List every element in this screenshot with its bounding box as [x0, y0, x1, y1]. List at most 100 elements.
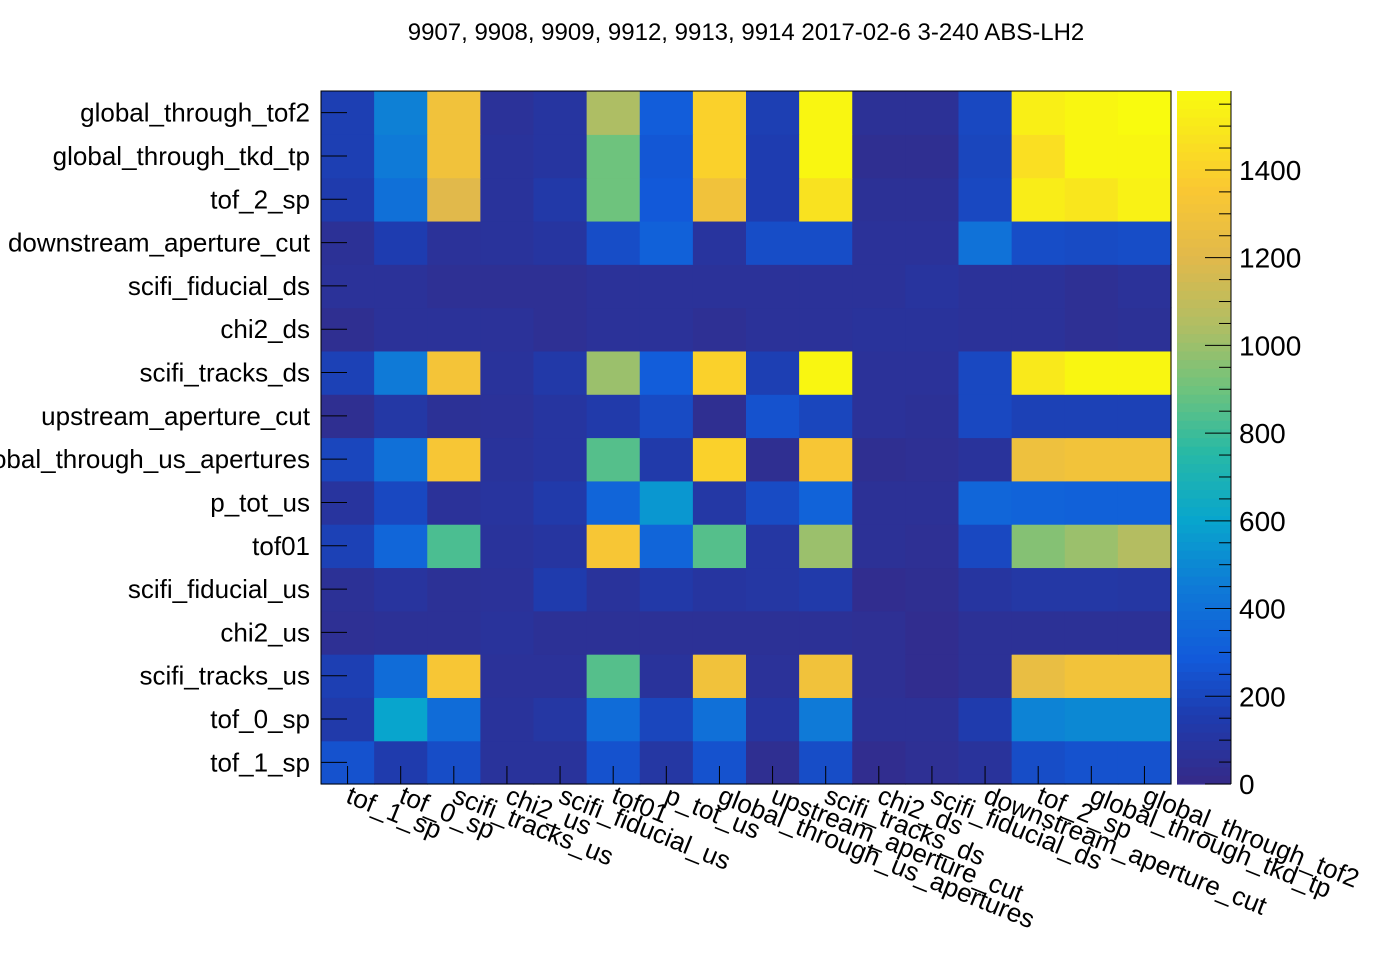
colorbar-segment [1177, 168, 1231, 179]
heatmap-cell [480, 91, 535, 135]
colorbar-segment [1177, 740, 1231, 750]
heatmap-cell [1011, 91, 1066, 135]
heatmap-cell [374, 177, 428, 222]
heatmap-cell [586, 524, 641, 569]
colorbar-segment [1177, 99, 1231, 109]
heatmap-cell [374, 567, 428, 612]
colorbar-tick-label: 1000 [1239, 330, 1301, 361]
heatmap-cell [852, 697, 906, 742]
colorbar-tick-label: 200 [1239, 681, 1286, 712]
colorbar-segment [1177, 376, 1231, 387]
y-tick-label: scifi_tracks_us [140, 661, 311, 691]
heatmap-cell [1117, 264, 1172, 309]
heatmap-cells [321, 91, 1172, 785]
plot-border [320, 90, 1172, 785]
colorbar-segment [1177, 532, 1231, 543]
colorbar-segment [1177, 506, 1231, 517]
heatmap-cell [958, 394, 1013, 439]
colorbar-tick-label: 800 [1239, 418, 1286, 449]
heatmap-cell [905, 610, 960, 655]
x-axis-labels: tof_1_sptof_0_spscifi_tracks_uschi2_ussc… [342, 780, 1363, 935]
colorbar-segment [1177, 541, 1231, 551]
y-tick-label: tof_2_sp [210, 184, 310, 214]
heatmap-cell [958, 610, 1013, 655]
heatmap-cell [533, 134, 588, 179]
colorbar-tick-label: 1200 [1239, 243, 1301, 274]
heatmap-cell [692, 567, 747, 612]
heatmap-cell [692, 220, 747, 265]
heatmap-cell [533, 394, 588, 439]
heatmap-cell [1064, 437, 1119, 482]
colorbar-segment [1177, 524, 1231, 534]
colorbar-segment [1177, 472, 1231, 482]
colorbar-segment [1177, 134, 1231, 144]
heatmap-cell [1011, 220, 1066, 265]
colorbar-segment [1177, 775, 1231, 785]
heatmap-cell [692, 91, 747, 135]
heatmap-cell [374, 264, 428, 309]
heatmap-cell [692, 177, 747, 222]
heatmap-cell [374, 610, 428, 655]
heatmap-cell [905, 134, 960, 179]
heatmap-cell [958, 264, 1013, 309]
heatmap-cell [692, 264, 747, 309]
heatmap-cell [958, 567, 1013, 612]
heatmap-cell [374, 350, 428, 395]
heatmap-cell [1011, 567, 1066, 612]
y-tick-label: scifi_fiducial_ds [128, 271, 310, 301]
heatmap-cell [958, 697, 1013, 742]
heatmap-cell [639, 654, 694, 698]
heatmap-cell [799, 394, 853, 439]
y-tick-label: global_through_us_apertures [0, 444, 310, 474]
heatmap-cell [374, 437, 428, 482]
y-tick-label: global_through_tof2 [80, 98, 310, 128]
colorbar-segment [1177, 446, 1231, 456]
heatmap-cell [799, 220, 853, 265]
heatmap-cell [1117, 437, 1172, 482]
colorbar-segment [1177, 723, 1231, 733]
heatmap-cell [1011, 610, 1066, 655]
colorbar-segment [1177, 619, 1231, 629]
colorbar-segment [1177, 489, 1231, 499]
colorbar-segment [1177, 186, 1231, 196]
heatmap-cell [586, 220, 641, 265]
colorbar-segment [1177, 411, 1231, 421]
colorbar-segment [1177, 437, 1231, 447]
heatmap-cell [427, 177, 481, 222]
heatmap-cell [533, 220, 588, 265]
colorbar-segment [1177, 125, 1231, 135]
heatmap-cell [905, 567, 960, 612]
heatmap-cell [799, 264, 853, 309]
colorbar-segment [1177, 480, 1231, 491]
colorbar-segment [1177, 342, 1231, 352]
heatmap-cell [639, 567, 694, 612]
heatmap-cell [905, 264, 960, 309]
colorbar-segment [1177, 602, 1231, 612]
heatmap-cell [374, 524, 428, 569]
colorbar-segment [1177, 662, 1231, 672]
heatmap-cell [852, 134, 906, 179]
colorbar-tick-label: 400 [1239, 594, 1286, 625]
heatmap-cell [427, 134, 481, 179]
heatmap-cell [480, 610, 535, 655]
heatmap-cell [905, 394, 960, 439]
heatmap-cell [692, 134, 747, 179]
heatmap-cell [374, 394, 428, 439]
heatmap-cell [374, 480, 428, 525]
heatmap-cell [1011, 350, 1066, 395]
heatmap-cell [852, 264, 906, 309]
heatmap-cell [1011, 654, 1066, 698]
heatmap-cell [852, 524, 906, 569]
heatmap-cell [958, 91, 1013, 135]
heatmap-cell [639, 437, 694, 482]
heatmap-cell [480, 394, 535, 439]
heatmap-cell [1117, 350, 1172, 395]
colorbar-segment [1177, 610, 1231, 621]
heatmap-cell [958, 654, 1013, 698]
heatmap-cell [1117, 654, 1172, 698]
heatmap-cell [374, 307, 428, 352]
heatmap-cell [533, 654, 588, 698]
heatmap-cell [374, 654, 428, 698]
colorbar-segment [1177, 567, 1231, 577]
heatmap-cell [746, 610, 800, 655]
